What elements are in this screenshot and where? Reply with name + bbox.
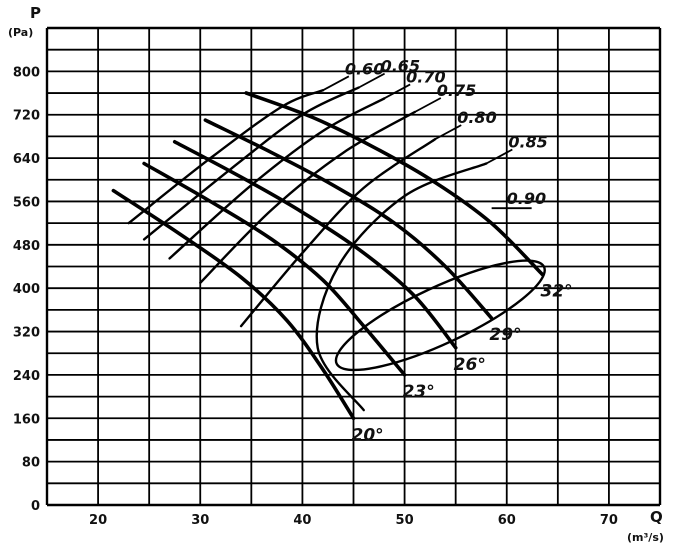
efficiency-label: 0.80 [457, 108, 496, 127]
efficiency-contour [142, 86, 360, 241]
x-tick-label: 30 [191, 513, 209, 528]
efficiency-leader-line [383, 83, 411, 100]
y-axis-unit: (Pa) [8, 26, 33, 39]
efficiency-leader-line [414, 97, 442, 113]
blade-angle-curve [111, 188, 356, 421]
efficiency-leader-line [358, 72, 386, 89]
y-tick-label: 720 [13, 109, 40, 124]
blade-angle-curve [244, 91, 545, 277]
x-axis-unit: (m³/s) [627, 531, 664, 544]
efficiency-label: 0.60 [345, 59, 384, 78]
y-tick-label: 160 [13, 412, 40, 427]
y-tick-label: 400 [13, 282, 40, 297]
efficiency-contour [127, 89, 325, 225]
efficiency-contour [199, 110, 416, 284]
curve-labels: 20° 23° 26°29° 32° 0.600.650.700.75 0.80 0.85 0… [345, 57, 573, 446]
blade-angle-label: 20° [352, 425, 384, 445]
y-tick-label: 240 [13, 369, 40, 384]
efficiency-contour [315, 162, 488, 412]
x-tick-label: 70 [600, 513, 618, 528]
y-tick-label: 480 [13, 239, 40, 254]
x-axis-title: Q [650, 508, 663, 526]
blade-angle-curve [203, 118, 494, 320]
x-tick-label: 60 [498, 513, 516, 528]
x-tick-label: 40 [293, 513, 311, 528]
efficiency-contour [168, 97, 386, 260]
blade-angle-label: 23° [403, 382, 435, 402]
blade-angle-label: 26° [454, 355, 486, 375]
y-tick-label: 800 [13, 65, 40, 80]
y-tick-label: 80 [22, 456, 40, 471]
efficiency-leader-line [485, 148, 513, 165]
efficiency-contours [127, 72, 546, 412]
efficiency-contour [334, 259, 546, 372]
y-tick-label: 640 [13, 152, 40, 167]
efficiency-contour [239, 137, 437, 328]
efficiency-label: 0.70 [406, 67, 445, 86]
blade-angle-curve [172, 140, 458, 350]
x-tick-label: 50 [396, 513, 414, 528]
efficiency-leader-line [434, 124, 462, 140]
y-tick-label: 320 [13, 326, 40, 341]
x-axis-tick-labels: 20 30 40 50 60 70 [89, 513, 618, 528]
y-axis-title: P [30, 4, 41, 22]
y-axis-tick-labels: 0 80 160 240 320 400 480 560 640 720 800 [13, 65, 40, 514]
efficiency-label: 0.90 [507, 189, 546, 208]
efficiency-leader-line [322, 75, 350, 92]
x-tick-label: 20 [89, 513, 107, 528]
y-tick-label: 560 [13, 195, 40, 210]
efficiency-label: 0.85 [508, 133, 547, 152]
blade-angle-label: 32° [541, 282, 573, 302]
blade-angle-label: 29° [489, 325, 521, 345]
efficiency-label: 0.65 [381, 57, 420, 76]
efficiency-label: 0.75 [437, 81, 476, 100]
y-tick-label: 0 [31, 499, 40, 514]
